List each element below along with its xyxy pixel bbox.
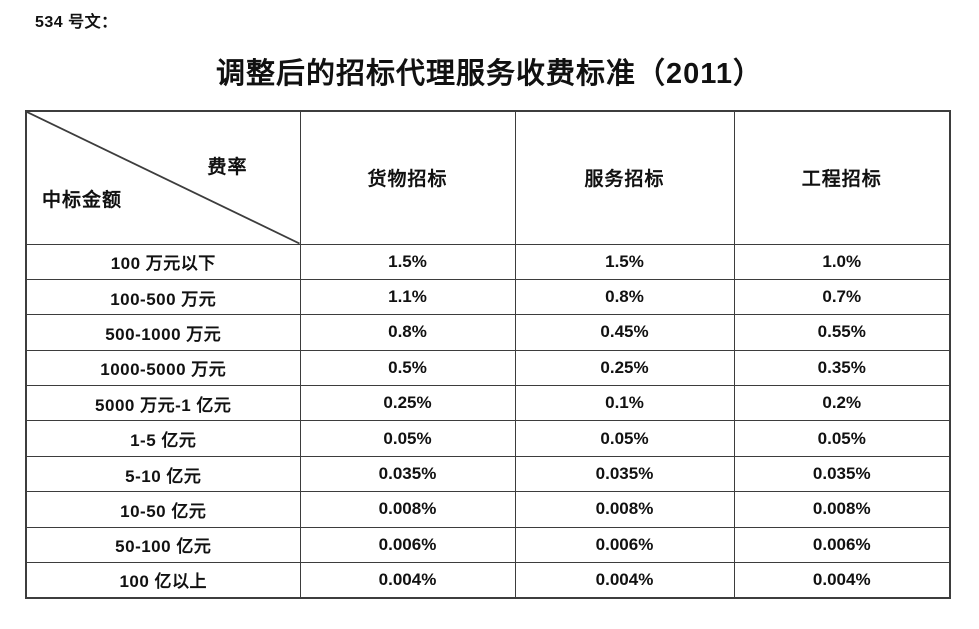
rate-cell: 0.05%	[299, 420, 516, 457]
rate-cell: 0.55%	[733, 314, 951, 351]
page-title: 调整后的招标代理服务收费标准（2011）	[216, 58, 763, 90]
rate-cell: 0.1%	[514, 385, 735, 422]
row-label-cell: 500-1000 万元	[25, 314, 301, 351]
row-label-cell: 100 万元以下	[25, 243, 301, 280]
rate-cell: 1.1%	[299, 278, 516, 316]
rate-cell: 0.45%	[514, 314, 735, 351]
rate-cell: 0.008%	[733, 491, 951, 528]
rate-cell: 0.5%	[299, 349, 516, 387]
table-row: 100 亿以上 0.004% 0.004% 0.004%	[25, 562, 951, 599]
table-row: 1-5 亿元 0.05% 0.05% 0.05%	[25, 420, 951, 457]
row-label-cell: 100 亿以上	[25, 562, 301, 599]
rate-cell: 0.25%	[299, 385, 516, 422]
rate-cell: 0.006%	[299, 526, 516, 564]
rate-cell: 1.5%	[299, 243, 516, 280]
rate-cell: 0.25%	[514, 349, 735, 387]
diagonal-divider-line	[27, 112, 300, 244]
rate-cell: 0.035%	[299, 455, 516, 493]
table-row: 5000 万元-1 亿元 0.25% 0.1% 0.2%	[25, 385, 951, 422]
column-header-service: 服务招标	[514, 110, 735, 245]
corner-label-amount: 中标金额	[42, 190, 123, 211]
row-label-cell: 50-100 亿元	[25, 526, 301, 564]
column-header-engineering: 工程招标	[733, 110, 951, 245]
rate-cell: 0.004%	[514, 562, 735, 599]
rate-cell: 0.035%	[733, 455, 951, 493]
row-label-cell: 10-50 亿元	[25, 491, 301, 528]
row-label-cell: 5000 万元-1 亿元	[25, 385, 301, 422]
table-header-row: 费率 中标金额 货物招标 服务招标 工程招标	[25, 110, 951, 245]
table-row: 100 万元以下 1.5% 1.5% 1.0%	[25, 243, 951, 280]
rate-cell: 0.8%	[299, 314, 516, 351]
row-label-cell: 5-10 亿元	[25, 455, 301, 493]
table-row: 100-500 万元 1.1% 0.8% 0.7%	[25, 278, 951, 316]
rate-cell: 0.008%	[514, 491, 735, 528]
rate-cell: 0.004%	[733, 562, 951, 599]
rate-cell: 0.8%	[514, 278, 735, 316]
rate-cell: 0.05%	[733, 420, 951, 457]
rate-cell: 0.2%	[733, 385, 951, 422]
rate-cell: 0.35%	[733, 349, 951, 387]
rate-cell: 0.006%	[733, 526, 951, 564]
rate-cell: 0.035%	[514, 455, 735, 493]
doc-number-label: 534 号文：	[35, 14, 118, 31]
rate-cell: 0.7%	[733, 278, 951, 316]
rate-cell: 0.004%	[299, 562, 516, 599]
table-row: 10-50 亿元 0.008% 0.008% 0.008%	[25, 491, 951, 528]
corner-label-rate: 费率	[207, 157, 248, 178]
table-row: 1000-5000 万元 0.5% 0.25% 0.35%	[25, 349, 951, 387]
rate-cell: 0.008%	[299, 491, 516, 528]
table-row: 500-1000 万元 0.8% 0.45% 0.55%	[25, 314, 951, 351]
diagonal-corner-cell: 费率 中标金额	[25, 110, 301, 245]
rate-cell: 1.5%	[514, 243, 735, 280]
fee-standard-table: 费率 中标金额 货物招标 服务招标 工程招标 100 万元以下 1.5% 1.5…	[25, 110, 951, 599]
rate-cell: 1.0%	[733, 243, 951, 280]
row-label-cell: 100-500 万元	[25, 278, 301, 316]
column-header-goods: 货物招标	[299, 110, 516, 245]
rate-cell: 0.006%	[514, 526, 735, 564]
rate-cell: 0.05%	[514, 420, 735, 457]
table-row: 50-100 亿元 0.006% 0.006% 0.006%	[25, 526, 951, 564]
table-row: 5-10 亿元 0.035% 0.035% 0.035%	[25, 455, 951, 493]
row-label-cell: 1000-5000 万元	[25, 349, 301, 387]
row-label-cell: 1-5 亿元	[25, 420, 301, 457]
